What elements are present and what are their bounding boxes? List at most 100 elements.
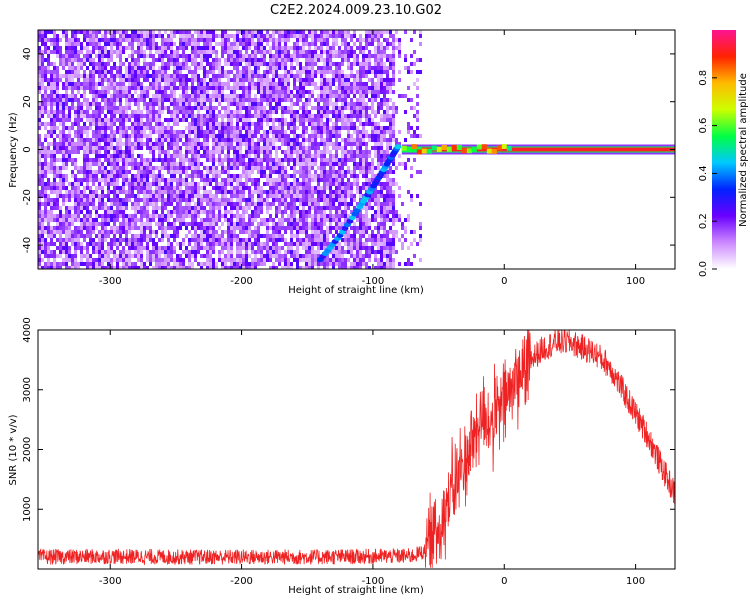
- heatmap-cell: [44, 174, 47, 178]
- heatmap-cell: [158, 214, 161, 218]
- heatmap-cell: [89, 118, 92, 122]
- heatmap-cell: [212, 242, 215, 246]
- heatmap-cell: [134, 242, 137, 246]
- heatmap-cell: [152, 230, 155, 234]
- heatmap-cell: [176, 126, 179, 130]
- heatmap-cell: [185, 58, 188, 62]
- heatmap-cell: [59, 218, 62, 222]
- heatmap-cell: [44, 166, 47, 170]
- heatmap-cell: [197, 102, 200, 106]
- heatmap-cell: [185, 218, 188, 222]
- heatmap-cell: [257, 190, 260, 194]
- heatmap-cell: [269, 138, 272, 142]
- heatmap-cell: [203, 34, 206, 38]
- heatmap-cell: [140, 38, 143, 42]
- heatmap-cell: [104, 114, 107, 118]
- heatmap-cell: [218, 222, 221, 226]
- heatmap-cell: [71, 162, 74, 166]
- heatmap-cell: [149, 170, 152, 174]
- heatmap-cell: [59, 62, 62, 66]
- heatmap-cell: [200, 90, 203, 94]
- heatmap-cell: [59, 258, 62, 262]
- heatmap-cell: [86, 42, 89, 46]
- heatmap-cell: [212, 190, 215, 194]
- heatmap-cell: [110, 122, 113, 126]
- heatmap-cell: [242, 158, 245, 162]
- heatmap-cell: [44, 206, 47, 210]
- heatmap-cell: [86, 266, 89, 269]
- heatmap-cell: [122, 146, 125, 150]
- heatmap-cell: [212, 174, 215, 178]
- heatmap-cell: [158, 46, 161, 50]
- heatmap-cell: [209, 146, 212, 150]
- heatmap-cell: [152, 198, 155, 202]
- heatmap-cell: [233, 86, 236, 90]
- heatmap-cell: [173, 198, 176, 202]
- heatmap-cell: [59, 190, 62, 194]
- heatmap-cell: [143, 138, 146, 142]
- heatmap-cell: [170, 166, 173, 170]
- heatmap-cell: [140, 246, 143, 250]
- heatmap-cell: [47, 154, 50, 158]
- heatmap-cell: [251, 194, 254, 198]
- heatmap-cell: [125, 162, 128, 166]
- heatmap-cell: [236, 162, 239, 166]
- heatmap-cell: [65, 178, 68, 182]
- heatmap-cell: [176, 66, 179, 70]
- heatmap-cell: [125, 130, 128, 134]
- heatmap-cell: [257, 38, 260, 42]
- heatmap-cell: [119, 102, 122, 106]
- heatmap-cell: [77, 94, 80, 98]
- heatmap-cell: [188, 154, 191, 158]
- heatmap-cell: [89, 238, 92, 242]
- heatmap-cell: [161, 166, 164, 170]
- heatmap-cell: [221, 106, 224, 110]
- heatmap-cell: [134, 138, 137, 142]
- heatmap-cell: [233, 210, 236, 214]
- heatmap-cell: [56, 258, 59, 262]
- heatmap-cell: [65, 66, 68, 70]
- heatmap-cell: [95, 130, 98, 134]
- heatmap-cell: [140, 106, 143, 110]
- heatmap-cell: [80, 266, 83, 269]
- heatmap-cell: [104, 78, 107, 82]
- heatmap-cell: [164, 166, 167, 170]
- heatmap-cell: [209, 202, 212, 206]
- heatmap-cell: [170, 146, 173, 150]
- heatmap-cell: [56, 246, 59, 250]
- heatmap-cell: [134, 58, 137, 62]
- heatmap-cell: [242, 114, 245, 118]
- heatmap-cell: [110, 202, 113, 206]
- heatmap-cell: [212, 106, 215, 110]
- heatmap-cell: [167, 258, 170, 262]
- heatmap-cell: [62, 170, 65, 174]
- heatmap-cell: [47, 178, 50, 182]
- heatmap-cell: [224, 30, 227, 34]
- heatmap-cell: [179, 174, 182, 178]
- heatmap-cell: [275, 126, 278, 130]
- heatmap-cell: [203, 230, 206, 234]
- heatmap-cell: [215, 238, 218, 242]
- heatmap-cell: [68, 86, 71, 90]
- heatmap-cell: [263, 94, 266, 98]
- heatmap-cell: [152, 154, 155, 158]
- heatmap-cell: [158, 162, 161, 166]
- heatmap-cell: [203, 50, 206, 54]
- heatmap-cell: [245, 246, 248, 250]
- heatmap-cell: [89, 50, 92, 54]
- heatmap-cell: [47, 98, 50, 102]
- heatmap-cell: [122, 90, 125, 94]
- heatmap-cell: [242, 90, 245, 94]
- heatmap-cell: [155, 150, 158, 154]
- heatmap-cell: [239, 186, 242, 190]
- heatmap-cell: [134, 106, 137, 110]
- heatmap-cell: [260, 218, 263, 222]
- heatmap-cell: [137, 226, 140, 230]
- heatmap-cell: [53, 214, 56, 218]
- heatmap-cell: [146, 102, 149, 106]
- heatmap-cell: [218, 46, 221, 50]
- heatmap-cell: [65, 150, 68, 154]
- heatmap-cell: [203, 122, 206, 126]
- heatmap-cell: [266, 254, 269, 258]
- heatmap-cell: [146, 42, 149, 46]
